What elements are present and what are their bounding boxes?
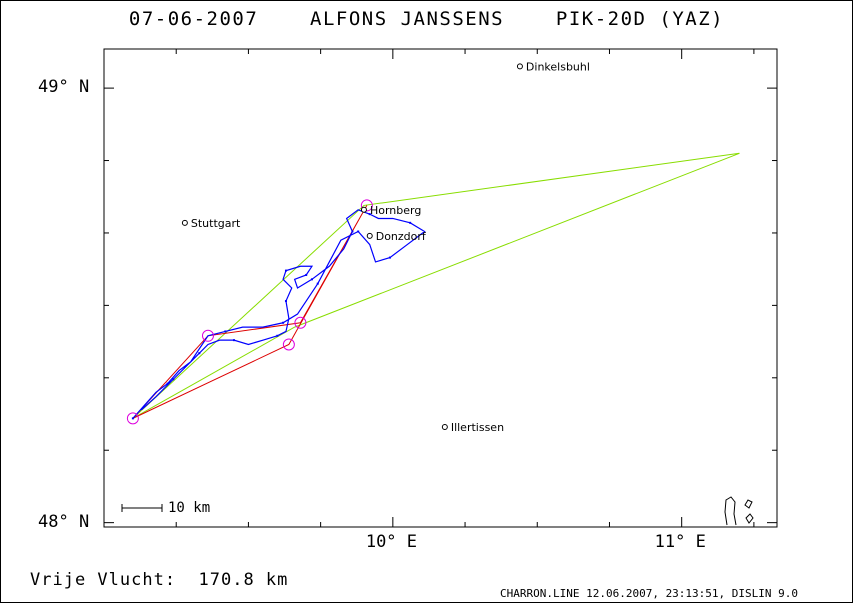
- axis-ticks: [103, 49, 777, 527]
- lat-label: 49° N: [38, 77, 90, 98]
- city-label: Stuttgart: [191, 217, 241, 230]
- turnpoint-circle: [282, 338, 295, 351]
- city-marker: [366, 232, 373, 239]
- city-marker: [360, 206, 367, 213]
- city-marker: [441, 424, 448, 431]
- lat-label: 48° N: [38, 511, 90, 532]
- lon-label: 11° E: [654, 532, 706, 552]
- lake-shape-icon: [724, 496, 754, 526]
- page-title: 07-06-2007 ALFONS JANSSENS PIK-20D (YAZ): [128, 8, 725, 30]
- turnpoint-circles: [126, 199, 373, 425]
- track-point: [368, 213, 371, 216]
- city-marker: [516, 63, 523, 70]
- track-point: [166, 382, 169, 385]
- track-point: [351, 230, 354, 233]
- track-point: [172, 378, 175, 381]
- track-point: [388, 256, 391, 259]
- track-point: [310, 278, 313, 281]
- track-point: [409, 221, 412, 224]
- city-label: Hornberg: [370, 204, 421, 217]
- distance-text: Vrije Vlucht: 170.8 km: [30, 570, 289, 590]
- track-point: [316, 282, 319, 285]
- task-lines: [132, 205, 368, 419]
- turnpoint-circle: [294, 316, 307, 329]
- plot-frame: [103, 48, 778, 528]
- turnpoint-circle: [360, 199, 373, 212]
- track-point: [232, 339, 235, 342]
- city-label: Donzdorf: [376, 230, 427, 243]
- turnpoint-circle: [201, 329, 214, 342]
- track-point: [131, 417, 134, 420]
- sector-lines: [132, 152, 740, 419]
- scale-bar-label: 10 km: [168, 500, 211, 516]
- footer-text: CHARRON.LINE 12.06.2007, 23:13:51, DISLI…: [500, 587, 799, 600]
- track-point: [276, 334, 279, 337]
- track-point: [357, 230, 360, 233]
- city-label: Dinkelsbuhl: [526, 60, 590, 73]
- track-point: [284, 269, 287, 272]
- track-line: [132, 209, 426, 419]
- city-marker: [181, 219, 188, 226]
- track-point: [224, 330, 227, 333]
- track-point: [305, 273, 308, 276]
- track-point: [198, 352, 201, 355]
- track-point: [284, 300, 287, 303]
- sector-line: [132, 152, 740, 419]
- track-point: [282, 321, 285, 324]
- city-markers: Dinkelsbuhl Stuttgart Hornberg Donzdorf Ille…: [181, 60, 590, 434]
- flight-track: [131, 209, 426, 420]
- turnpoint-circle: [126, 412, 139, 425]
- scale-bar: [121, 504, 163, 512]
- lon-label: 10° E: [365, 532, 418, 552]
- city-label: Illertissen: [451, 421, 504, 434]
- task-line: [132, 205, 368, 419]
